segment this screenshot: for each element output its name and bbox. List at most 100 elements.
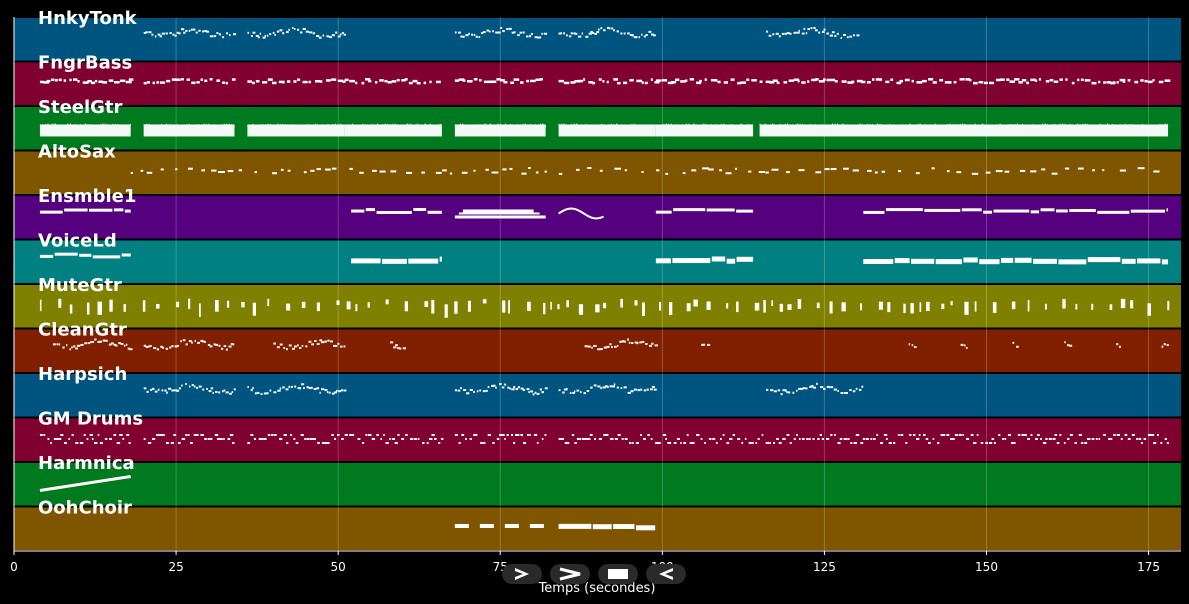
note-segment xyxy=(908,343,917,349)
note-segment xyxy=(558,123,656,137)
track-label: CleanGtr xyxy=(38,320,127,341)
note-segment xyxy=(558,26,656,39)
track-label: SteelGtr xyxy=(38,97,123,118)
note-segment xyxy=(39,474,131,492)
note-segment xyxy=(863,257,1169,265)
x-tick-label: 175 xyxy=(1137,560,1160,574)
note-segment xyxy=(351,208,442,214)
note-segment xyxy=(655,256,754,264)
x-tick-label: 25 xyxy=(168,560,183,574)
note-segment xyxy=(39,78,134,85)
track-lane xyxy=(14,196,1181,239)
rewind-icon xyxy=(659,568,673,580)
x-tick-label: 150 xyxy=(975,560,998,574)
x-tick-label: 125 xyxy=(813,560,836,574)
note-segment xyxy=(247,383,347,396)
note-segment xyxy=(247,123,345,137)
note-segment xyxy=(39,208,131,214)
note-segment xyxy=(39,123,131,137)
note-segment xyxy=(558,433,657,444)
note-segment xyxy=(759,78,855,85)
note-segment xyxy=(558,78,660,85)
track-lane xyxy=(14,151,1181,194)
notes-layer xyxy=(39,26,1171,531)
note-segment xyxy=(1064,341,1073,347)
note-segment xyxy=(454,523,544,528)
note-segment xyxy=(558,523,656,531)
track-lane xyxy=(14,62,1181,105)
track-lane xyxy=(14,374,1181,417)
playback-controls xyxy=(502,564,686,584)
track-label: Harmnica xyxy=(38,453,135,474)
note-segment xyxy=(701,343,711,346)
note-segment xyxy=(247,78,346,85)
note-segment xyxy=(759,123,1169,137)
track-label: OohChoir xyxy=(38,498,132,519)
note-segment xyxy=(130,166,1160,175)
track-lane xyxy=(14,18,1181,61)
note-segment xyxy=(143,28,237,39)
note-segment xyxy=(143,382,236,395)
x-axis-label: Temps (secondes) xyxy=(538,581,656,596)
note-segment xyxy=(584,338,658,351)
note-segment xyxy=(766,26,860,39)
grid-layer xyxy=(13,17,1150,551)
track-lane xyxy=(14,329,1181,372)
note-segment xyxy=(39,433,131,444)
note-segment xyxy=(344,123,442,137)
note-segment xyxy=(351,256,442,264)
note-segment xyxy=(558,207,604,220)
fast-forward-icon xyxy=(559,567,581,581)
track-label: Ensmble1 xyxy=(38,186,136,207)
stop-button[interactable] xyxy=(598,564,638,584)
note-segment xyxy=(1012,341,1019,348)
stop-icon xyxy=(608,569,628,579)
track-labels-layer: HnkyTonk FngrBass SteelGtr AltoSax Ensmble1 V… xyxy=(38,8,143,519)
track-label: Harpsich xyxy=(38,364,127,385)
note-segment xyxy=(143,339,235,351)
note-segment xyxy=(143,433,235,444)
x-tick-label: 0 xyxy=(10,560,18,574)
track-lane xyxy=(14,463,1181,506)
note-segment xyxy=(454,78,543,84)
note-segment xyxy=(273,339,346,351)
note-segment xyxy=(1161,343,1169,348)
note-segment xyxy=(143,77,236,85)
track-label: FngrBass xyxy=(38,53,132,74)
note-segment xyxy=(454,433,547,444)
note-segment xyxy=(454,209,546,219)
track-label: AltoSax xyxy=(38,142,116,163)
x-tick-label: 50 xyxy=(331,560,346,574)
note-segment xyxy=(766,382,864,396)
note-segment xyxy=(247,26,346,39)
tracks-layer xyxy=(14,18,1181,550)
note-segment xyxy=(344,433,444,444)
track-label: HnkyTonk xyxy=(38,8,138,29)
rewind-button[interactable] xyxy=(646,564,686,584)
note-segment xyxy=(390,341,407,350)
note-segment xyxy=(558,383,657,395)
track-label: MuteGtr xyxy=(38,275,122,296)
note-segment xyxy=(655,123,754,137)
note-segment xyxy=(143,123,235,137)
note-segment xyxy=(39,252,131,259)
note-segment xyxy=(856,78,1171,85)
note-segment xyxy=(247,433,344,444)
note-segment xyxy=(454,383,548,396)
play-button[interactable] xyxy=(502,564,542,584)
note-segment xyxy=(863,208,1169,214)
note-segment xyxy=(655,433,1169,444)
note-segment xyxy=(655,208,754,214)
note-segment xyxy=(454,123,546,137)
note-segment xyxy=(1116,343,1121,348)
note-segment xyxy=(344,78,441,85)
track-label: GM Drums xyxy=(38,409,143,430)
note-segment xyxy=(454,26,548,39)
note-segment xyxy=(39,298,1170,318)
note-segment xyxy=(52,338,133,351)
note-segment xyxy=(655,78,757,85)
fast-forward-button[interactable] xyxy=(550,564,590,584)
track-label: VoiceLd xyxy=(38,231,117,252)
note-segment xyxy=(960,343,968,349)
